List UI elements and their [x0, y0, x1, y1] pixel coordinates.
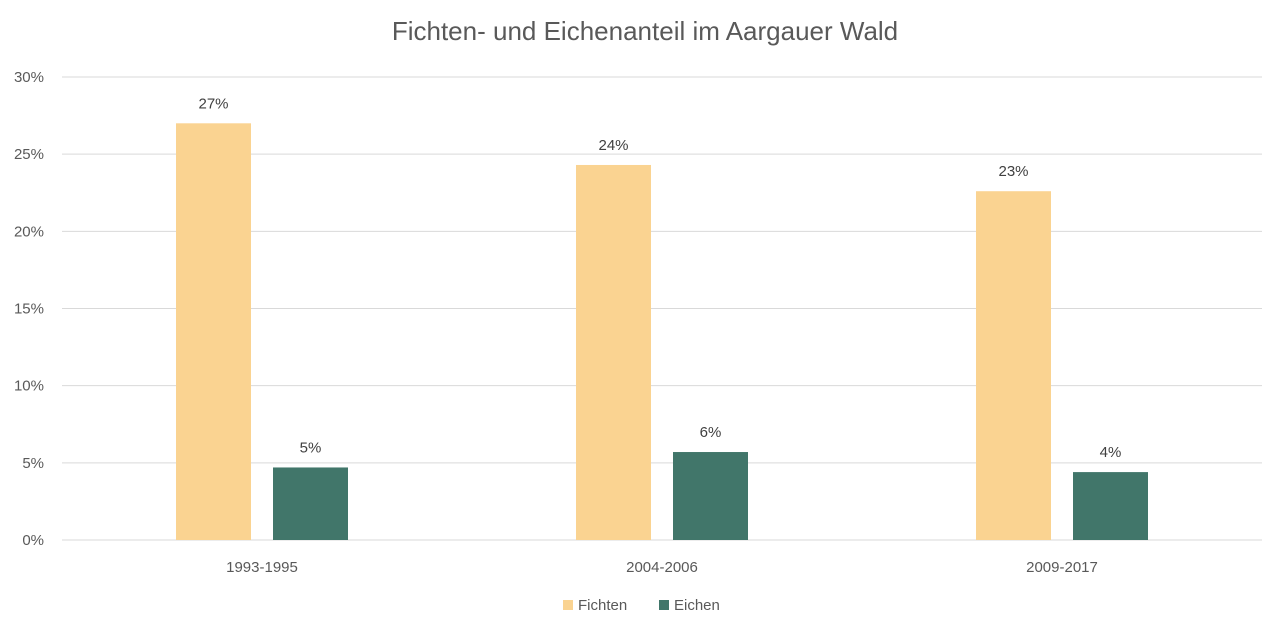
- bars: [176, 123, 1148, 541]
- y-tick-label: 30%: [14, 69, 44, 86]
- data-label: 4%: [1100, 444, 1122, 461]
- data-label: 23%: [998, 163, 1028, 180]
- y-tick-label: 10%: [14, 378, 44, 395]
- bar-fichten-2009-2017: [976, 191, 1051, 540]
- data-label: 5%: [300, 439, 322, 456]
- data-label: 27%: [198, 95, 228, 112]
- x-category-label: 2009-2017: [1026, 559, 1098, 576]
- bar-eichen-1993-1995: [273, 467, 348, 540]
- x-category-label: 2004-2006: [626, 559, 698, 576]
- y-tick-label: 20%: [14, 223, 44, 240]
- bar-fichten-1993-1995: [176, 123, 251, 541]
- bar-eichen-2004-2006: [673, 452, 748, 540]
- x-category-label: 1993-1995: [226, 559, 298, 576]
- legend: Fichten Eichen: [563, 597, 720, 614]
- bar-eichen-2009-2017: [1073, 472, 1148, 540]
- legend-label-fichten: Fichten: [578, 597, 627, 614]
- y-tick-label: 5%: [22, 455, 44, 472]
- bar-fichten-2004-2006: [576, 164, 651, 540]
- gridlines: [62, 76, 1262, 541]
- x-axis-categories: 1993-1995 2004-2006 2009-2017: [226, 559, 1098, 576]
- data-label: 6%: [700, 424, 722, 441]
- legend-swatch-fichten: [563, 600, 573, 610]
- y-tick-label: 15%: [14, 301, 44, 318]
- data-labels: 27% 5% 24% 6% 23% 4%: [198, 95, 1121, 461]
- data-label: 24%: [598, 137, 628, 154]
- chart-title: Fichten- und Eichenanteil im Aargauer Wa…: [392, 16, 898, 46]
- y-tick-label: 25%: [14, 146, 44, 163]
- y-axis-ticks: 0% 5% 10% 15% 20% 25% 30%: [14, 69, 44, 549]
- y-tick-label: 0%: [22, 532, 44, 549]
- legend-label-eichen: Eichen: [674, 597, 720, 614]
- legend-swatch-eichen: [659, 600, 669, 610]
